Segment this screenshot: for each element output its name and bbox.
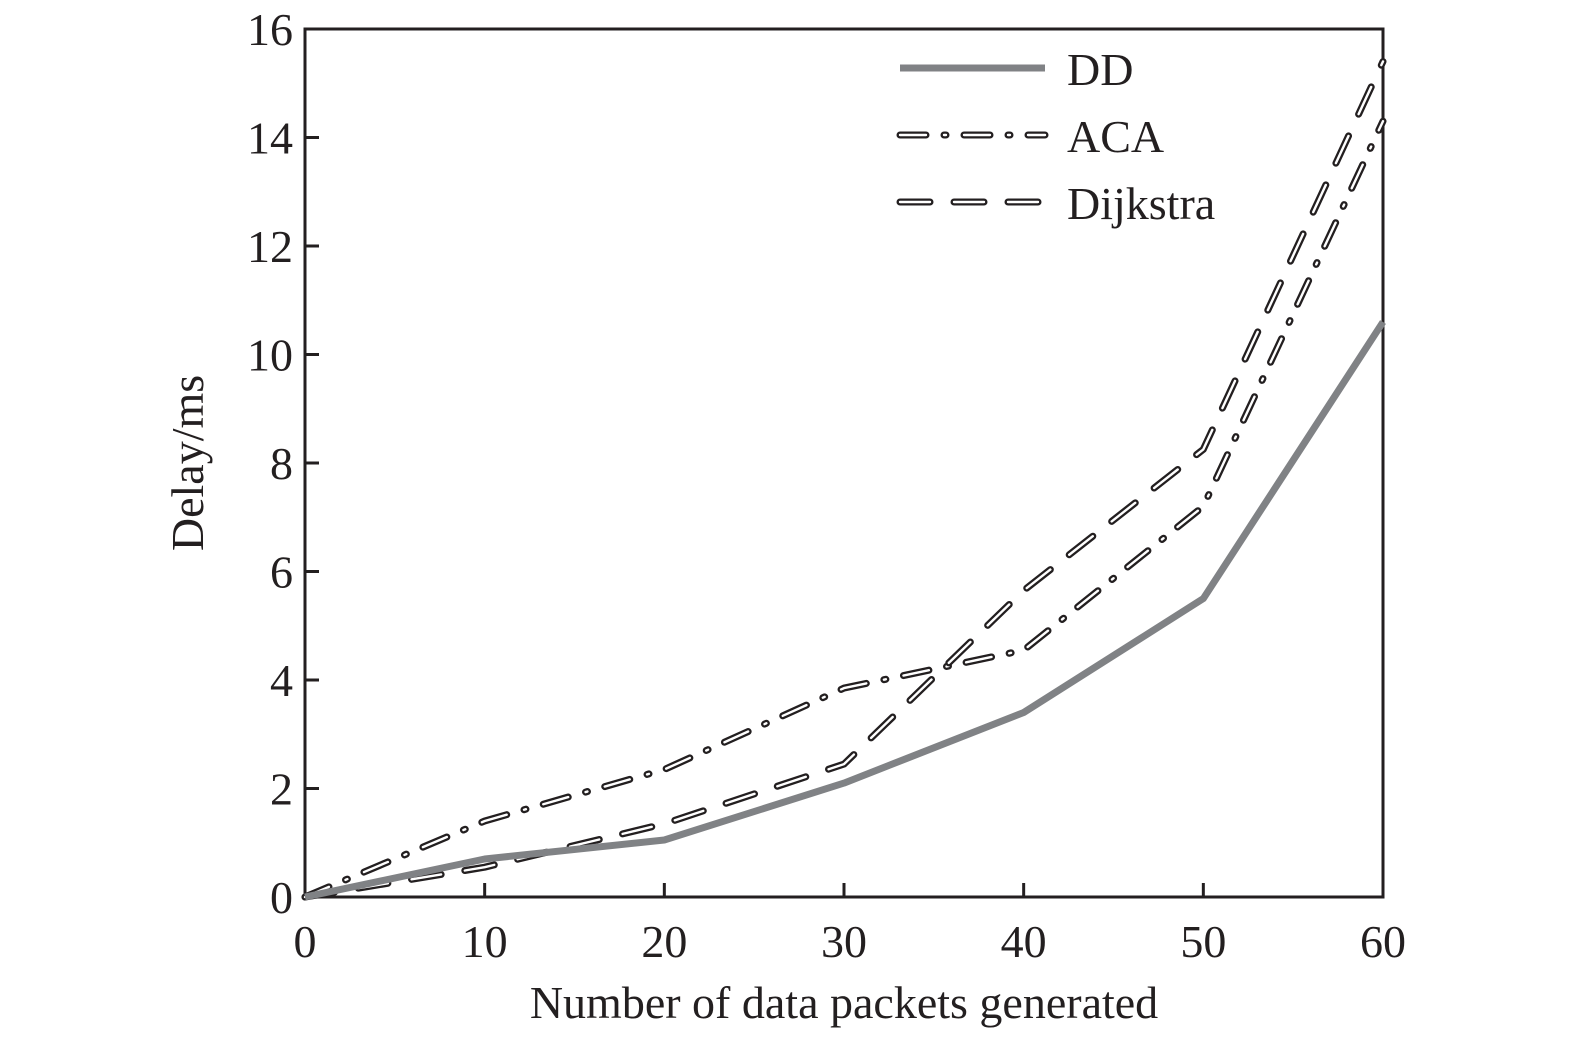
- x-axis-label: Number of data packets generated: [530, 977, 1158, 1028]
- x-tick-label: 20: [641, 916, 687, 967]
- series-line-aca-inner: [303, 120, 1385, 899]
- y-tick-label: 2: [270, 764, 293, 815]
- x-tick-label: 60: [1360, 916, 1406, 967]
- series-line-dd: [304, 320, 1386, 901]
- x-tick-label: 30: [821, 916, 867, 967]
- legend-item-dd: DD: [900, 44, 1133, 95]
- y-tick-label: 4: [270, 655, 293, 706]
- y-tick-label: 0: [270, 872, 293, 923]
- legend-label: ACA: [1067, 111, 1164, 162]
- series-line-dijkstra-outline: [301, 58, 1387, 901]
- x-tick-label: 50: [1180, 916, 1226, 967]
- legend-label: DD: [1067, 44, 1133, 95]
- y-tick-label: 14: [247, 113, 293, 164]
- x-tick-label: 40: [1001, 916, 1047, 967]
- series-line-dijkstra-inner: [303, 60, 1385, 899]
- legend: DD ACA Dijkstra: [896, 44, 1215, 229]
- legend-item-aca: ACA: [896, 111, 1164, 162]
- y-tick-label: 16: [247, 4, 293, 55]
- legend-label: Dijkstra: [1067, 178, 1215, 229]
- y-tick-label: 12: [247, 221, 293, 272]
- legend-item-dijkstra: Dijkstra: [896, 178, 1215, 229]
- x-tick-label: 10: [462, 916, 508, 967]
- axis-ticks: 0 10 20 30 40 50 60 0 2 4 6 8 10 12 14 16: [247, 4, 1406, 967]
- series-line-dijkstra: [301, 58, 1387, 901]
- y-axis-label: Delay/ms: [162, 375, 213, 551]
- x-tick-label: 0: [294, 916, 317, 967]
- y-tick-label: 8: [270, 438, 293, 489]
- series-line-aca: [301, 117, 1387, 901]
- y-tick-label: 10: [247, 330, 293, 381]
- series-lines: [301, 58, 1387, 901]
- y-tick-label: 6: [270, 547, 293, 598]
